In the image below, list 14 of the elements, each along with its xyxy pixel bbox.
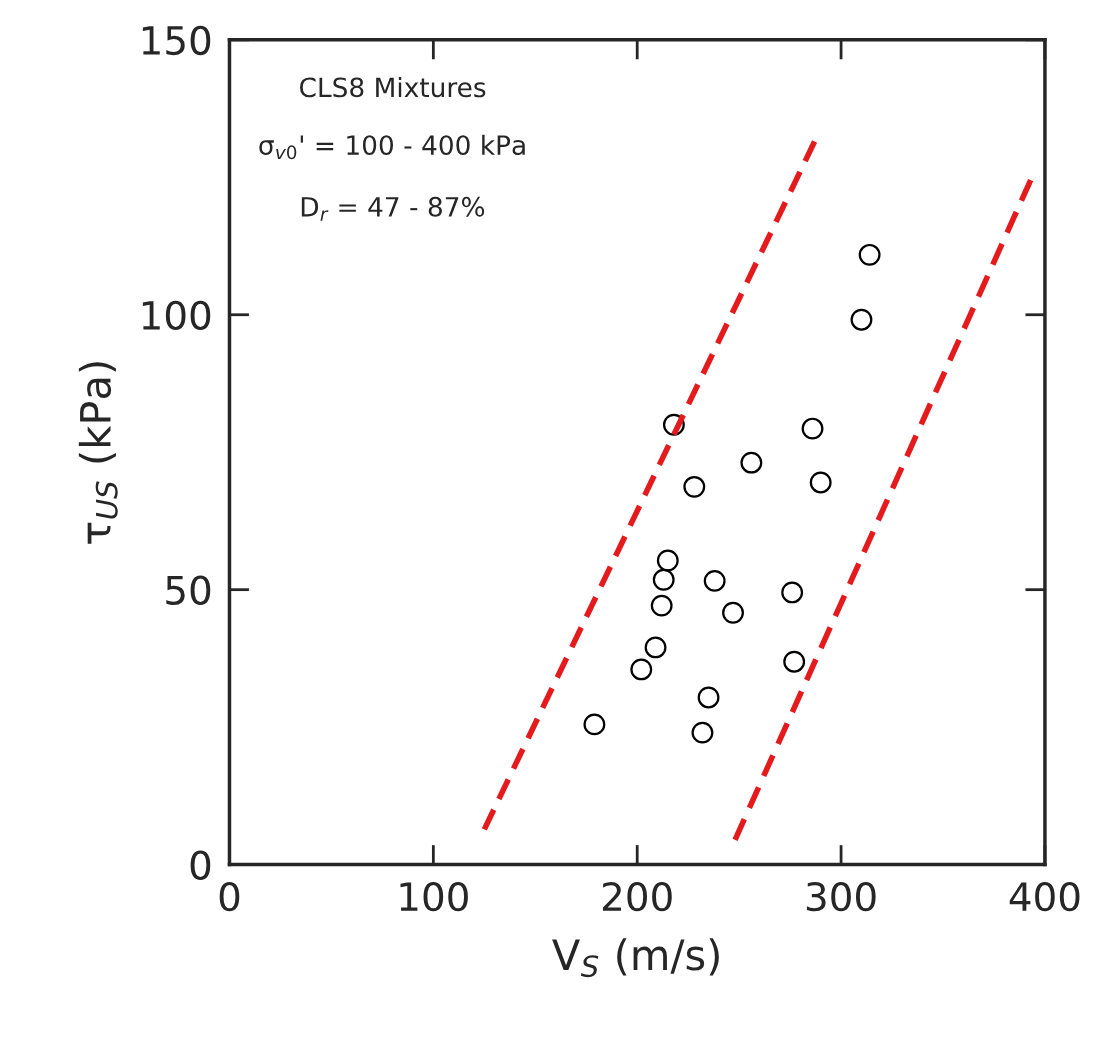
y-axis-title: τ$_{US}$ (kPa) — [78, 362, 118, 544]
y-tick-label: 50 — [166, 575, 211, 605]
y-tick-label: 100 — [142, 300, 211, 331]
y-tick-label: 0 — [190, 850, 211, 880]
x-tick-label: 100 — [400, 881, 468, 912]
annotation: CLS8 Mixtures — [300, 76, 486, 98]
y-tick-label: 150 — [142, 25, 211, 56]
x-tick-label: 400 — [1009, 881, 1080, 912]
x-axis-title: V$_{S}$ (m/s) — [552, 938, 719, 978]
x-tick-label: 300 — [806, 881, 876, 912]
annotation: σ$_{v0}$' = 100 - 400 kPa — [259, 134, 525, 160]
x-tick-label: 0 — [219, 881, 240, 912]
x-tick-label: 200 — [602, 881, 672, 912]
annotation: D$_{r}$ = 47 - 87% — [301, 196, 485, 221]
